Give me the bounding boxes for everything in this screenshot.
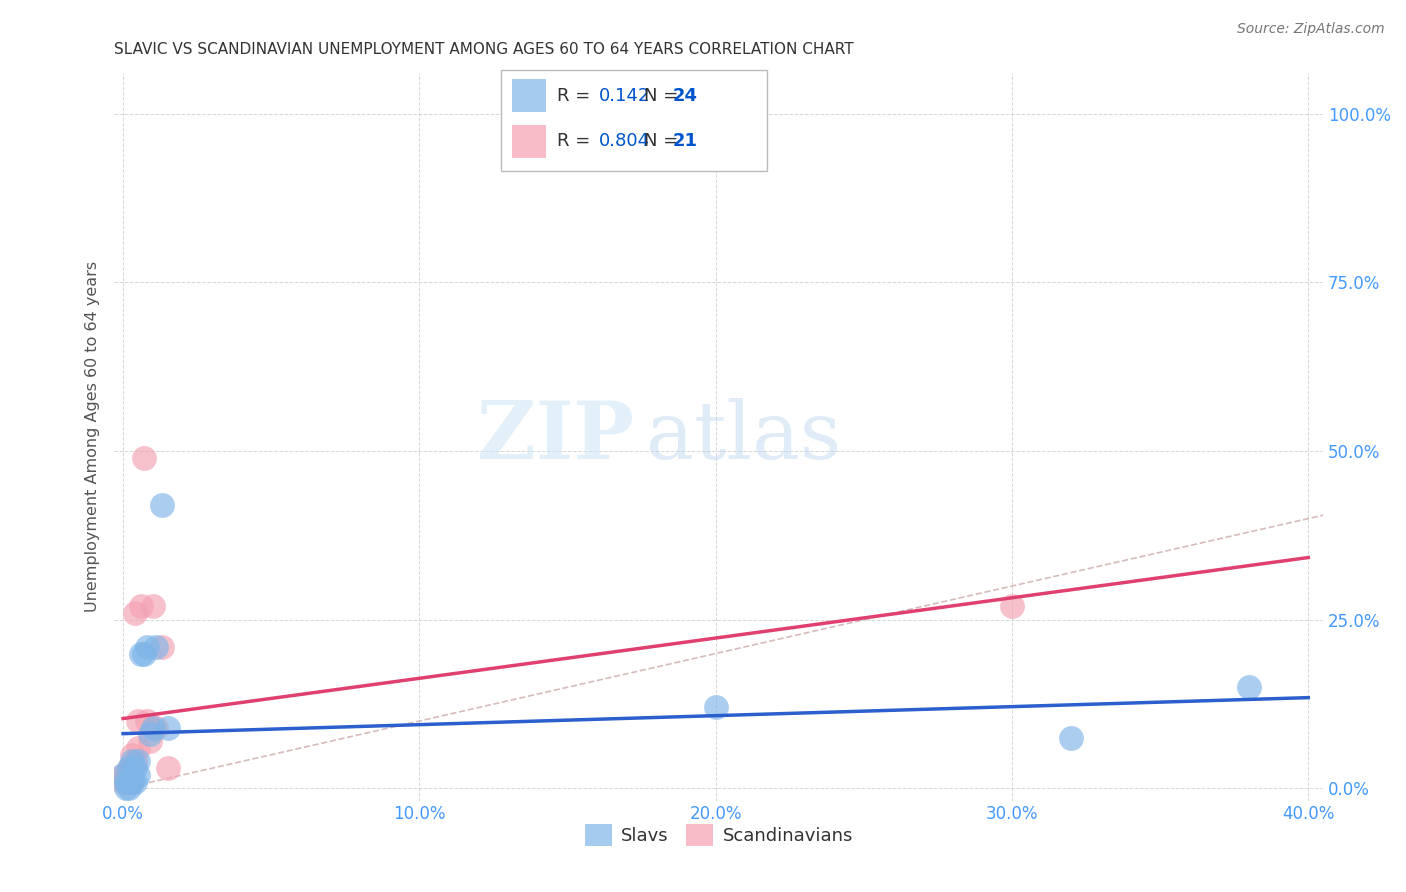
Text: atlas: atlas [647,398,841,476]
Point [142,721,165,735]
Point [115,781,138,796]
Point [112,768,135,782]
Point [118,761,141,775]
Text: N =: N = [644,87,678,104]
Text: R =: R = [557,87,596,104]
Point [156,721,179,735]
Point [118,781,141,796]
Point [1237,680,1260,694]
Legend: Slavs, Scandinavians: Slavs, Scandinavians [578,817,860,854]
Point [115,768,138,782]
Point [124,755,146,769]
Point [150,640,173,654]
Point [142,599,165,614]
Text: R =: R = [557,132,596,151]
Point [135,714,157,728]
Point [112,768,135,782]
Point [127,714,149,728]
Point [124,761,146,775]
Point [124,774,146,789]
Point [121,768,143,782]
Point [127,741,149,756]
Point [121,774,143,789]
Point [145,721,167,735]
Point [150,498,173,512]
Point [124,606,146,620]
Point [1060,731,1083,745]
Point [118,761,141,775]
Point [156,761,179,775]
Y-axis label: Unemployment Among Ages 60 to 64 years: Unemployment Among Ages 60 to 64 years [86,261,100,613]
Point [129,599,152,614]
Point [135,640,157,654]
Text: N =: N = [644,132,678,151]
Text: 0.142: 0.142 [599,87,651,104]
Point [704,700,727,714]
Text: 0.804: 0.804 [599,132,650,151]
Point [121,747,143,762]
Point [145,640,167,654]
Point [139,734,162,748]
Point [118,774,141,789]
Point [121,774,143,789]
Text: SLAVIC VS SCANDINAVIAN UNEMPLOYMENT AMONG AGES 60 TO 64 YEARS CORRELATION CHART: SLAVIC VS SCANDINAVIAN UNEMPLOYMENT AMON… [114,42,853,57]
Text: 21: 21 [672,132,697,151]
Point [132,450,155,465]
Point [121,755,143,769]
Text: Source: ZipAtlas.com: Source: ZipAtlas.com [1237,22,1385,37]
Point [127,768,149,782]
Point [127,755,149,769]
Point [139,727,162,741]
Point [132,647,155,661]
Point [118,774,141,789]
Point [115,774,138,789]
Text: 24: 24 [672,87,697,104]
Point [112,774,135,789]
Point [1001,599,1024,614]
Point [129,647,152,661]
Point [115,774,138,789]
Text: ZIP: ZIP [477,398,634,476]
